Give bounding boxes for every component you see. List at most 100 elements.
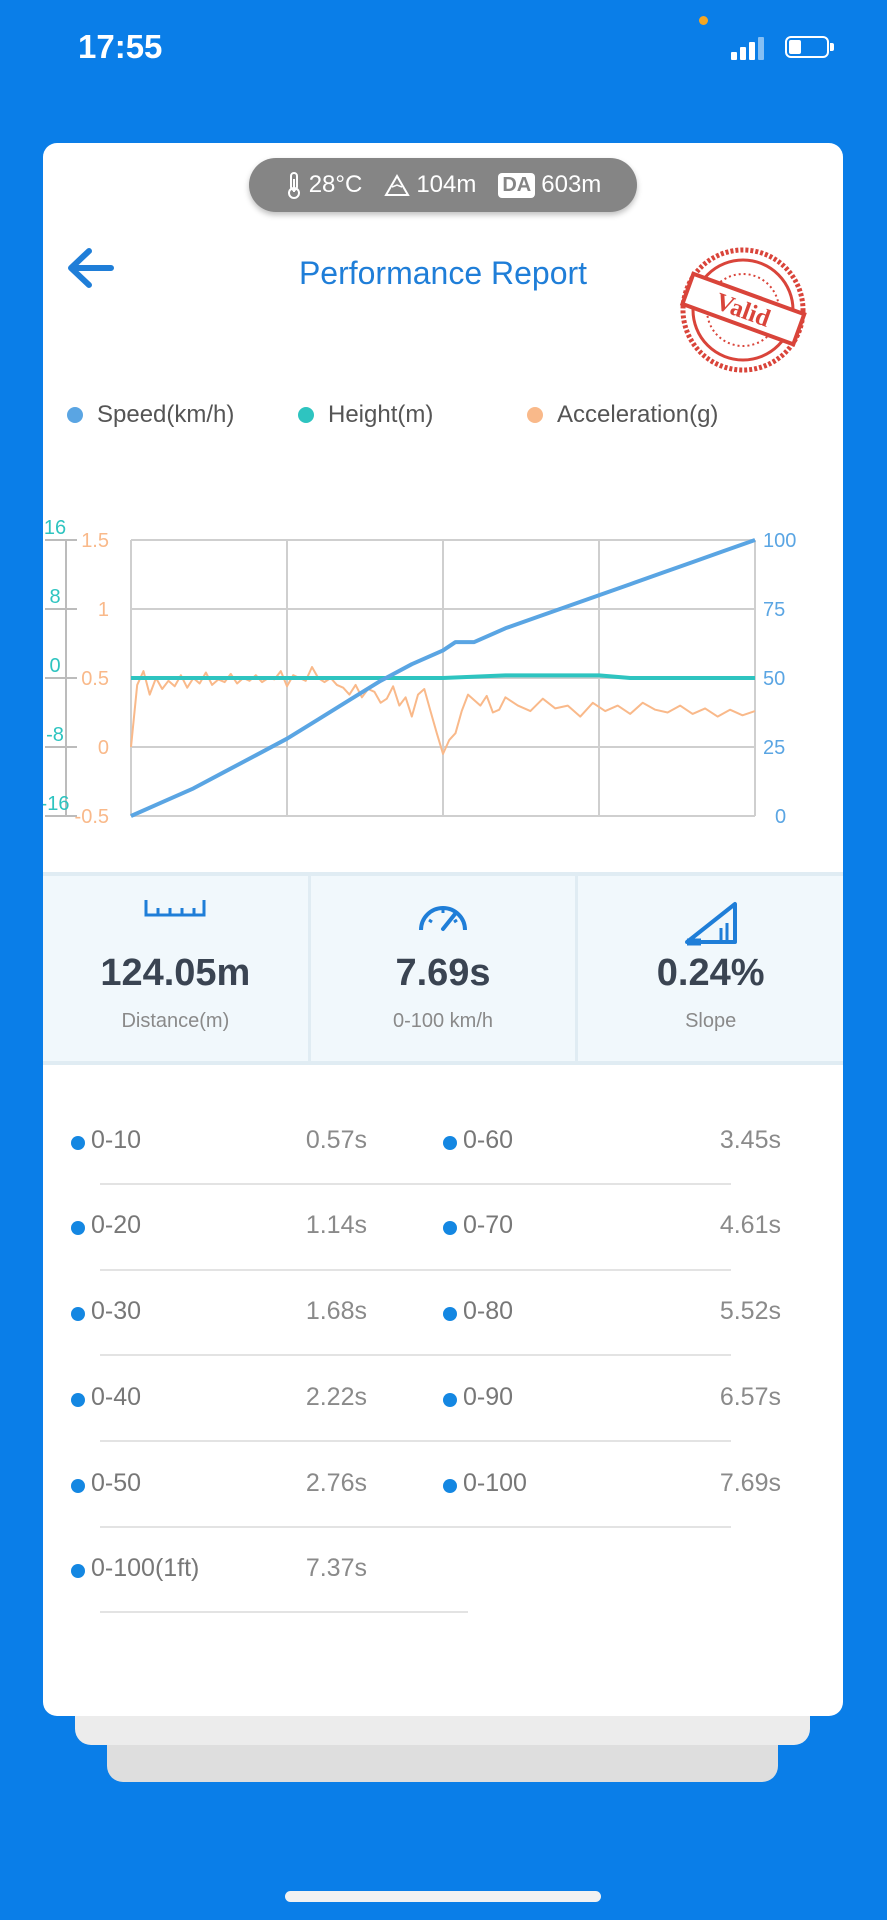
- split-time: 3.45s: [719, 1126, 781, 1154]
- stat-slope: 0.24% Slope: [575, 876, 843, 1061]
- density-altitude-value: 603m: [541, 171, 602, 198]
- divider: [100, 1354, 368, 1356]
- split-range: 0-50: [91, 1469, 142, 1497]
- slope-icon: [684, 902, 737, 946]
- legend-acceleration-dot: [527, 407, 543, 423]
- split-range: 0-60: [463, 1126, 514, 1154]
- split-range: 0-30: [91, 1297, 142, 1325]
- speedometer-icon: [419, 906, 467, 931]
- split-time: 0.57s: [305, 1126, 367, 1154]
- back-arrow-icon[interactable]: [61, 243, 121, 293]
- split-bullet: [71, 1479, 85, 1493]
- ruler-icon: [144, 900, 206, 917]
- split-range: 0-90: [463, 1383, 514, 1411]
- legend-height-label: Height(m): [328, 401, 434, 428]
- distance-label: Distance(m): [121, 1010, 230, 1032]
- home-indicator[interactable]: [285, 1891, 601, 1902]
- acceleration-tick-label: 1: [98, 599, 109, 621]
- split-row-0-50: 0-50 2.76s: [71, 1469, 367, 1501]
- split-row-0-80: 0-80 5.52s: [443, 1297, 781, 1329]
- split-bullet: [443, 1307, 457, 1321]
- legend-speed-dot: [67, 407, 83, 423]
- split-range: 0-10: [91, 1126, 142, 1154]
- speed-tick-label: 75: [763, 599, 785, 621]
- acceleration-tick-label: 1.5: [81, 530, 109, 552]
- environment-pill: 28°C 104m DA 603m: [249, 158, 637, 212]
- mountain-icon: [384, 174, 411, 196]
- split-bullet: [71, 1564, 85, 1578]
- report-card: 28°C 104m DA 603m Performance Report Val…: [43, 143, 843, 1716]
- legend-speed-label: Speed(km/h): [97, 401, 235, 428]
- temperature-value: 28°C: [308, 171, 363, 198]
- height-tick-label: 8: [49, 586, 60, 608]
- divider: [368, 1183, 731, 1185]
- split-row-0-30: 0-30 1.68s: [71, 1297, 367, 1329]
- legend-speed: Speed(km/h): [67, 401, 234, 429]
- speed-series-line: [130, 538, 756, 818]
- split-row-0-10: 0-10 0.57s: [71, 1126, 367, 1158]
- acceleration-tick-label: -0.5: [75, 806, 109, 828]
- split-row-0-20: 0-20 1.14s: [71, 1211, 367, 1243]
- legend-height-dot: [298, 407, 314, 423]
- split-time: 7.37s: [305, 1554, 367, 1582]
- stats-panel: 124.05m Distance(m) 7.69s 0-100 km/h 0.2…: [43, 872, 843, 1065]
- divider: [368, 1354, 731, 1356]
- zero-to-hundred-label: 0-100 km/h: [392, 1010, 494, 1032]
- split-bullet: [71, 1136, 85, 1150]
- split-bullet: [443, 1136, 457, 1150]
- divider: [100, 1183, 368, 1185]
- height-series-line: [131, 673, 755, 680]
- legend-height: Height(m): [298, 401, 433, 429]
- performance-chart: 16 8 0 -8 -16 1.5 1 0.5 0 -0.5 100 75 50 25 0: [43, 517, 796, 828]
- divider: [100, 1440, 368, 1442]
- split-row-0-100-1ft: 0-100(1ft) 7.37s: [71, 1554, 367, 1586]
- split-time: 1.14s: [305, 1211, 367, 1239]
- status-time: 17:55: [78, 28, 163, 65]
- split-row-0-70: 0-70 4.61s: [443, 1211, 781, 1243]
- speed-tick-label: 50: [763, 668, 785, 690]
- split-row-0-100: 0-100 7.69s: [443, 1469, 781, 1501]
- thermometer-icon: [287, 172, 300, 199]
- split-range: 0-20: [91, 1211, 142, 1239]
- battery-icon: [785, 36, 835, 60]
- acceleration-series-line: [130, 666, 756, 755]
- split-range: 0-100(1ft): [91, 1554, 200, 1582]
- legend-acceleration: Acceleration(g): [527, 401, 718, 429]
- split-row-0-90: 0-90 6.57s: [443, 1383, 781, 1415]
- split-bullet: [71, 1221, 85, 1235]
- signal-icon: [731, 34, 771, 60]
- divider: [100, 1611, 468, 1613]
- height-tick-label: -16: [43, 793, 69, 815]
- speed-tick-label: 100: [763, 530, 796, 552]
- split-time: 6.57s: [719, 1383, 781, 1411]
- divider: [368, 1440, 731, 1442]
- speed-tick-label: 25: [763, 737, 785, 759]
- divider: [100, 1526, 368, 1528]
- split-time: 7.69s: [719, 1469, 781, 1497]
- split-bullet: [71, 1393, 85, 1407]
- split-time: 1.68s: [305, 1297, 367, 1325]
- altitude-value: 104m: [416, 171, 477, 198]
- speed-tick-label: 0: [775, 806, 786, 828]
- privacy-indicator: [699, 16, 708, 25]
- divider: [368, 1269, 731, 1271]
- zero-to-hundred-value: 7.69s: [395, 952, 491, 994]
- valid-stamp-icon: Valid: [679, 247, 807, 373]
- split-time: 5.52s: [719, 1297, 781, 1325]
- split-bullet: [443, 1221, 457, 1235]
- split-time: 2.76s: [305, 1469, 367, 1497]
- stat-distance: 124.05m Distance(m): [43, 876, 308, 1061]
- split-bullet: [443, 1393, 457, 1407]
- slope-value: 0.24%: [656, 952, 765, 994]
- split-range: 0-100: [463, 1469, 527, 1497]
- legend-acceleration-label: Acceleration(g): [557, 401, 719, 428]
- da-badge: DA: [498, 172, 536, 198]
- acceleration-tick-label: 0.5: [81, 668, 109, 690]
- slope-label: Slope: [685, 1010, 737, 1032]
- divider: [100, 1269, 368, 1271]
- distance-value: 124.05m: [100, 952, 251, 994]
- split-range: 0-80: [463, 1297, 514, 1325]
- split-bullet: [71, 1307, 85, 1321]
- split-row-0-40: 0-40 2.22s: [71, 1383, 367, 1415]
- page-title: Performance Report: [298, 255, 588, 291]
